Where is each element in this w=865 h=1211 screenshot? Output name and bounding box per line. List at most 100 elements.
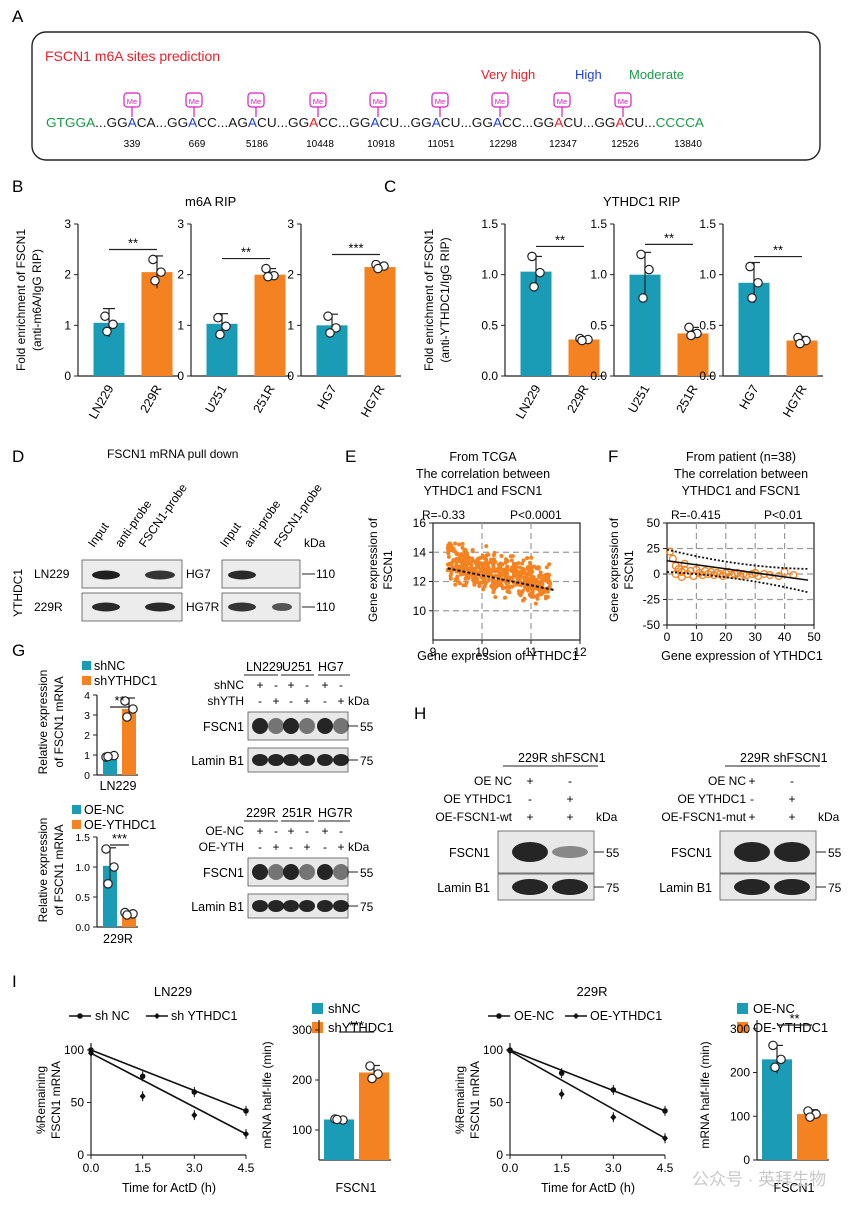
scatter-point [528,572,533,577]
y-tick-label: 3 [287,217,294,231]
m6a-marker-box [369,92,387,108]
x-tick-label: 11 [525,645,538,659]
legend-label: sh YTHDC1 [171,1009,238,1023]
scatter-point [475,557,480,562]
x-tick-label: U251 [626,382,653,415]
blot-marker-label: 75 [606,881,620,895]
bar [122,709,136,775]
blot-marker-label: 55 [360,866,374,880]
x-tick-label: 0.0 [83,1161,100,1175]
scatter-point [531,594,536,599]
scatter-point [449,561,454,566]
scatter-point [505,564,510,569]
data-point [215,329,225,340]
scatter-point [484,544,489,549]
sequence-segment: ... [644,116,655,130]
scatter-point [502,570,507,575]
scatter-point [504,581,509,586]
blot-sign: + [256,824,263,838]
blot-sign: + [337,694,344,708]
y-tick-label: 3 [177,217,184,231]
panel-label-a: A [12,7,24,26]
scatter-point [454,562,459,567]
blot-band-label: Lamin B1 [659,881,712,895]
data-point [686,330,696,341]
y-axis-label: %Remaining [34,1066,48,1134]
y-tick-label: 50 [71,1096,85,1110]
panel-f-ylabel-2: FSCN1 [622,550,636,590]
scatter-point [504,557,509,562]
scatter-point [461,583,466,588]
data-point [529,282,539,292]
panel-f-xlabel: Gene expression of YTHDC1 [661,649,823,663]
legend-marker [496,1013,502,1019]
panel-f-r: R=-0.415 [671,508,721,522]
site-position-label: 10448 [306,139,334,150]
x-tick-label: 4.5 [657,1161,674,1175]
legend-swatch [312,1003,323,1014]
data-point [745,261,755,272]
legend-label: shYTHDC1 [328,1020,394,1035]
data-point [747,293,757,303]
rna-sequence: GTGGA ...GG ACA...GG ACC...AGACU...GG ACC...… [46,116,705,130]
data-point [805,1112,815,1122]
legend-very-high: Very high [481,67,535,82]
data-point [367,1073,377,1084]
site-position-label: 12347 [549,139,577,150]
blot-cell-label: 229R [246,806,276,820]
data-point [102,326,112,337]
sequence-segment: CC [502,116,522,130]
scatter-point [492,550,497,555]
blot-sign: + [287,678,294,692]
y-axis-label: Relative expression [36,670,50,775]
blot-sign: + [303,840,310,854]
blot-sign: - [750,792,754,806]
panel-label-g: G [12,641,25,660]
y-tick-label: 3 [84,710,90,722]
scatter-point [474,561,479,566]
y-tick-label: 0.0 [590,369,607,383]
blot-band [299,900,315,912]
sequence-segment: AG [228,116,248,130]
rip-subplot: 0.0 0.5 1.0 1.5 U251 251R ** [590,217,714,415]
fit-line [509,1049,666,1112]
confidence-band [666,571,809,594]
blot-kda-label: kDa [818,810,840,824]
scatter-point [447,541,452,546]
y-tick-label: 1.5 [699,217,716,231]
x-tick-label: 0 [664,630,671,644]
y-axis-label: mRNA half-life (min) [260,1041,274,1148]
sequence-segment: ... [399,116,410,130]
blot-cell-label: HG7R [318,806,353,820]
data-point [109,862,119,872]
y-tick-label: 0 [64,369,71,383]
sequence-segment: CU [257,116,277,130]
blot-band [317,900,333,912]
y-tick-label: 1.5 [75,832,90,844]
blot-sign: - [305,824,309,838]
legend-label: OE-NC [84,803,124,817]
data-point [120,696,130,706]
blot-band [317,754,333,766]
y-tick-label: 1.0 [699,268,716,282]
data-point [507,1047,513,1055]
y-tick-label: 1.0 [590,268,607,282]
scatter-point [535,593,540,598]
x-tick-label: 4.5 [238,1161,255,1175]
blot-band [774,842,810,862]
blot-band [252,864,268,880]
blot-band [512,842,548,862]
scatter-point [539,579,544,584]
data-point [325,328,335,338]
blot-band [145,602,175,612]
sequence-segment: A [248,116,258,130]
blot-d-row-229r: 229R [34,600,63,614]
x-tick-label: 30 [749,630,763,644]
scatter-point [538,570,543,575]
data-point [213,312,223,323]
scatter-point [497,567,502,572]
y-tick-label: 0.5 [590,318,607,332]
legend-label: shNC [328,1001,361,1016]
blot-cell-label: 251R [282,806,312,820]
sequence-segment: GG [472,116,493,130]
